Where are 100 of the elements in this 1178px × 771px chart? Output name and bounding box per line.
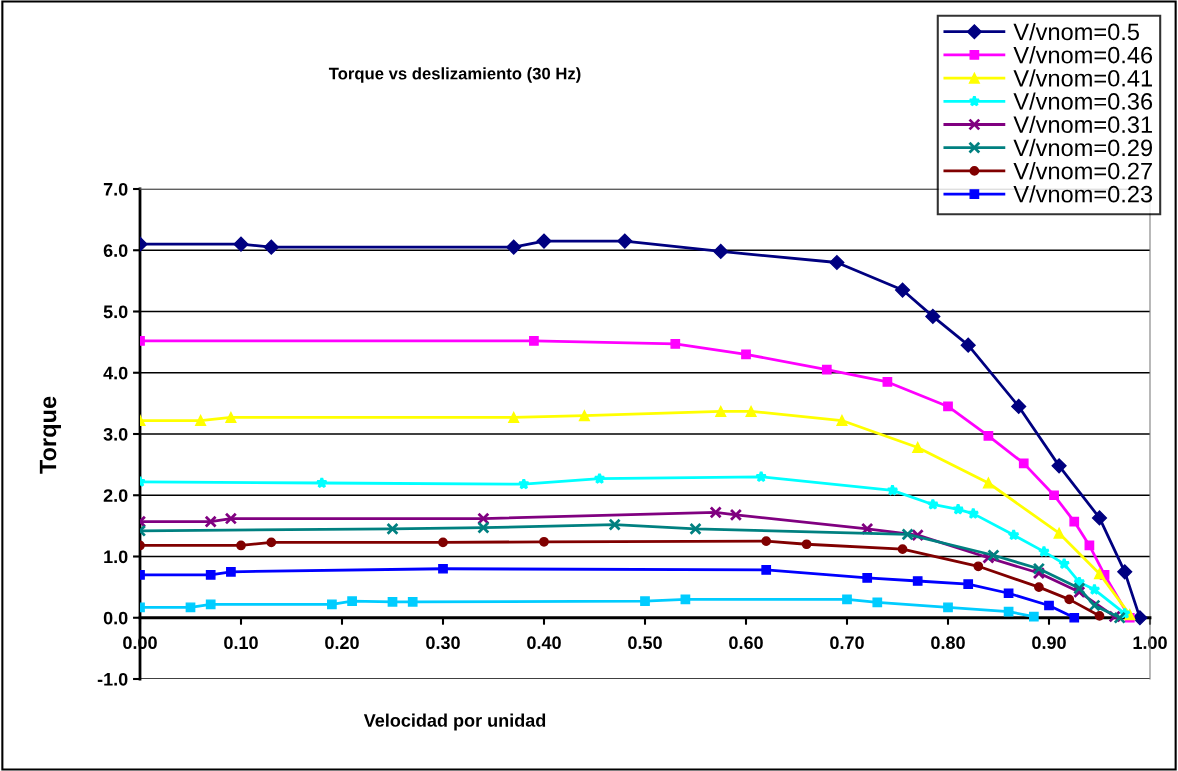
point xyxy=(1018,458,1029,469)
point xyxy=(821,364,832,375)
x-tick-label: 0.60 xyxy=(729,636,763,650)
point xyxy=(729,508,743,522)
point xyxy=(640,596,650,607)
point xyxy=(1032,562,1046,575)
point xyxy=(195,414,207,427)
legend-label: V/vnom=0.41 xyxy=(1013,69,1152,87)
point xyxy=(1064,594,1075,605)
point xyxy=(477,512,490,525)
y-tick-label: 7.0 xyxy=(103,182,128,196)
y-tick-label: 6.0 xyxy=(103,244,128,257)
point xyxy=(709,506,722,519)
point xyxy=(943,602,953,613)
point xyxy=(715,405,727,417)
point xyxy=(204,515,217,528)
point xyxy=(1053,527,1065,539)
point xyxy=(477,521,490,534)
point xyxy=(1037,545,1050,557)
point xyxy=(836,414,848,427)
legend-label: V/vnom=0.23 xyxy=(1013,185,1153,203)
point xyxy=(943,401,953,412)
y-axis-title: Torque xyxy=(39,396,62,474)
point xyxy=(882,377,893,387)
point xyxy=(982,477,994,489)
point xyxy=(386,522,399,536)
point xyxy=(1007,528,1020,541)
point xyxy=(407,596,418,607)
chart-title: Torque vs deslizamiento (30 Hz) xyxy=(328,67,581,83)
point xyxy=(226,566,236,577)
point xyxy=(1093,568,1106,580)
point xyxy=(347,596,357,607)
x-tick-label: 0.70 xyxy=(830,636,864,650)
point xyxy=(926,498,939,510)
point xyxy=(1132,610,1148,626)
point xyxy=(912,441,924,454)
point xyxy=(1044,600,1054,611)
legend-label: V/vnom=0.31 xyxy=(1013,115,1152,133)
y-tick-label: 0.0 xyxy=(103,611,128,625)
point xyxy=(1051,458,1067,474)
point xyxy=(263,239,279,255)
point xyxy=(983,430,994,441)
point xyxy=(886,484,899,496)
x-tick-label: 0.40 xyxy=(527,636,561,650)
legend-label: V/vnom=0.5 xyxy=(1013,22,1139,41)
point xyxy=(741,349,751,360)
x-tick-label: 0.10 xyxy=(224,636,258,650)
point xyxy=(1113,611,1126,624)
x-axis-title: Velocidad por unidad xyxy=(363,713,546,731)
point xyxy=(617,233,633,249)
point xyxy=(1069,612,1080,623)
y-tick-label: 4.0 xyxy=(103,366,128,380)
point xyxy=(1003,588,1014,599)
point xyxy=(829,254,845,271)
point xyxy=(1091,510,1108,526)
x-tick-label: 0.50 xyxy=(628,636,662,650)
point xyxy=(670,339,681,349)
point xyxy=(1034,582,1044,592)
point xyxy=(842,594,852,605)
point xyxy=(1073,582,1086,595)
point xyxy=(315,476,328,489)
legend-label: V/vnom=0.46 xyxy=(1013,46,1153,64)
point xyxy=(1028,611,1039,622)
point xyxy=(952,503,965,515)
point xyxy=(593,472,606,485)
y-tick-label: 3.0 xyxy=(103,427,128,441)
point xyxy=(1088,599,1101,612)
point xyxy=(689,522,702,536)
point xyxy=(578,410,590,422)
point xyxy=(897,544,908,555)
point xyxy=(438,563,448,574)
point xyxy=(225,411,237,424)
point xyxy=(508,411,520,424)
point xyxy=(761,536,772,547)
point xyxy=(960,337,976,353)
y-tick-label: 2.0 xyxy=(103,489,128,502)
point xyxy=(438,537,448,548)
point xyxy=(862,573,873,583)
point xyxy=(987,549,1000,562)
point xyxy=(327,599,337,610)
point xyxy=(387,596,398,607)
point xyxy=(1049,490,1059,501)
point xyxy=(761,565,772,575)
point xyxy=(925,308,941,324)
point xyxy=(901,528,914,541)
point xyxy=(529,336,539,346)
point xyxy=(233,236,249,252)
x-tick-label: 0.20 xyxy=(325,636,359,650)
point xyxy=(801,539,812,550)
point xyxy=(536,233,552,249)
x-tick-label: 0.90 xyxy=(1032,636,1066,650)
x-tick-label: 1.00 xyxy=(1133,636,1167,650)
point xyxy=(1058,557,1071,570)
point xyxy=(872,597,883,608)
point xyxy=(1011,398,1027,415)
point xyxy=(973,561,984,572)
point xyxy=(967,507,980,519)
point xyxy=(894,282,911,298)
point xyxy=(745,405,757,417)
point xyxy=(963,579,974,589)
